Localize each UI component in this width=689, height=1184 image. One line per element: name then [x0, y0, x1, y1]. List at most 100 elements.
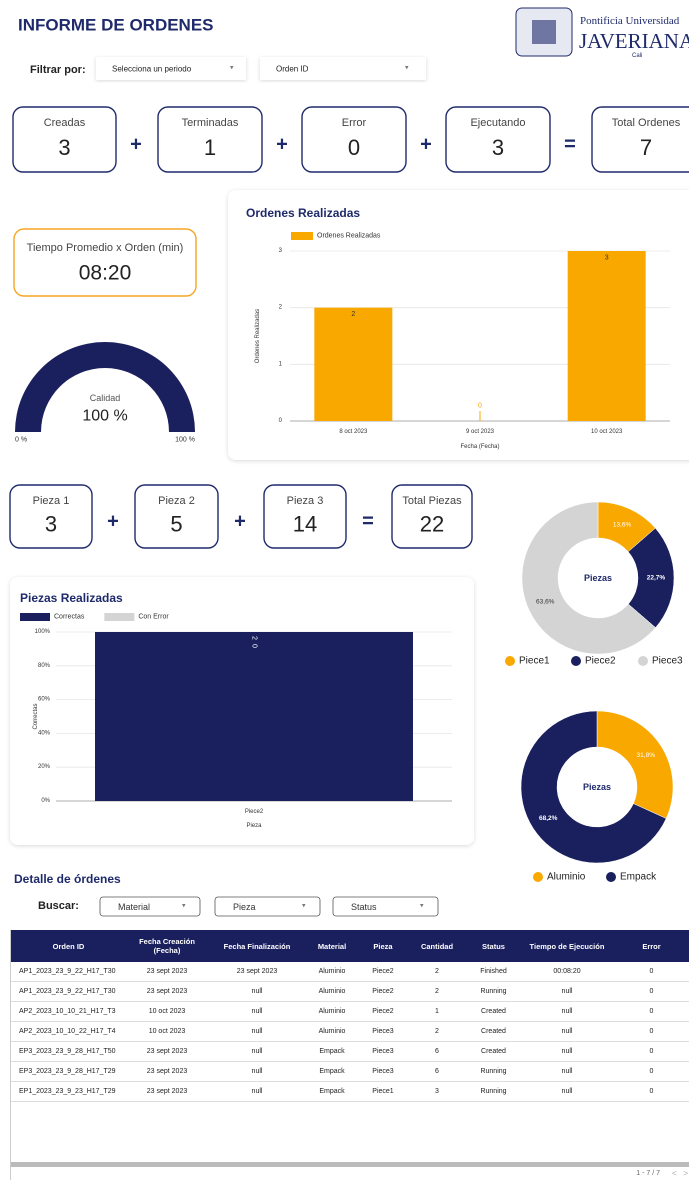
table-row: EP1_2023_23_9_23_H17_T29 23 sept 2023 null… [11, 1081, 689, 1102]
table-cell: 0 [613, 1021, 689, 1042]
chart-title: Ordenes Realizadas [246, 206, 360, 220]
kpi-card [9, 484, 93, 549]
filter-dropdown[interactable]: Selecciona un periodo ▾ [96, 57, 246, 80]
orders-table-container: Orden ID Fecha Creación (Fecha) Fecha Fina… [10, 930, 689, 1180]
y-tick-label: 60% [38, 697, 51, 703]
kpi-label: Creadas [44, 117, 86, 129]
kpi-card [391, 484, 473, 549]
kpi-label: Total Piezas [402, 495, 462, 507]
table-cell: 23 sept 2023 [126, 981, 208, 1002]
x-axis-label: Fecha (Fecha) [460, 444, 499, 450]
legend-label: Piece2 [585, 656, 616, 667]
table-row: AP2_2023_10_10_21_H17_T3 10 oct 2023 null A… [11, 1001, 689, 1022]
table-cell: Empack [306, 1061, 358, 1082]
dropdown-box [332, 896, 439, 917]
filter-dropdown[interactable]: Orden ID ▾ [260, 57, 426, 80]
column-header: Tiempo de Ejecución [521, 930, 613, 962]
kpi-label: Error [342, 117, 367, 129]
legend-label: Piece1 [519, 656, 550, 667]
dropdown-box[interactable] [260, 57, 426, 80]
donut-slice [596, 710, 674, 819]
table-cell: null [208, 981, 306, 1002]
bar [95, 632, 413, 801]
table-cell: 2 [408, 1021, 466, 1042]
table-cell: null [521, 1041, 613, 1062]
table-cell: 23 sept 2023 [126, 962, 208, 982]
kpi-label: Pieza 2 [158, 495, 195, 507]
donut-slice [520, 710, 667, 864]
column-header: Fecha Creación (Fecha) [126, 930, 208, 962]
avg-time-value: 08:20 [79, 262, 132, 285]
table-cell: Empack [306, 1041, 358, 1062]
x-tick-label: 9 oct 2023 [466, 429, 495, 435]
table-cell: null [208, 1001, 306, 1022]
search-dropdown[interactable] [214, 896, 321, 917]
filter-label: Filtrar por: [30, 64, 86, 76]
logo-emblem [532, 20, 556, 44]
dropdown-arrow: ▾ [230, 65, 234, 72]
dropdown-text: Material [118, 902, 150, 912]
legend-swatch [533, 872, 543, 882]
column-header: Error [613, 930, 689, 962]
slice-label: 31,8% [637, 752, 656, 759]
search-dropdown[interactable] [332, 896, 439, 917]
search-label: Buscar: [38, 900, 79, 912]
table-cell: Piece3 [358, 1061, 408, 1082]
kpi-card [12, 106, 117, 173]
logo-name: JAVERIANA [579, 29, 689, 53]
table-cell: null [521, 981, 613, 1002]
legend-swatch [606, 872, 616, 882]
kpi-label: Terminadas [182, 117, 239, 129]
scrollbar[interactable] [11, 1162, 689, 1167]
table-cell: 0 [613, 1041, 689, 1062]
table-cell: Created [466, 1001, 521, 1022]
data-label: 3 [605, 255, 609, 262]
table-cell: 10 oct 2023 [126, 1001, 208, 1022]
slice-label: 68,2% [539, 815, 558, 822]
table-cell: 10 oct 2023 [126, 1021, 208, 1042]
column-header: Status [466, 930, 521, 962]
table-cell: EP1_2023_23_9_23_H17_T29 [11, 1081, 126, 1102]
table-row: AP2_2023_10_10_22_H17_T4 10 oct 2023 null A… [11, 1021, 689, 1042]
donut-center-label: Piezas [583, 782, 611, 792]
y-axis-label: Ordenes Realizadas [255, 309, 261, 363]
table-cell: Running [466, 981, 521, 1002]
dropdown-box[interactable] [96, 57, 246, 80]
chart-title: Piezas Realizadas [20, 591, 123, 605]
orders-table: Orden ID Fecha Creación (Fecha) Fecha Fina… [11, 930, 689, 1102]
pagination: 1 - 7 / 7 [636, 1170, 660, 1177]
legend-label: Empack [620, 872, 657, 883]
avg-time-card [13, 228, 197, 297]
kpi-value: 3 [492, 135, 504, 160]
donut-slice [521, 501, 656, 655]
table-cell: 00:08:20 [521, 962, 613, 982]
kpi-value: 5 [170, 512, 182, 537]
column-header: Material [306, 930, 358, 962]
dropdown-text: Status [351, 902, 377, 912]
pagination-arrows[interactable]: < > [671, 1169, 688, 1178]
table-cell: Piece3 [358, 1021, 408, 1042]
table-cell: 23 sept 2023 [126, 1061, 208, 1082]
table-cell: Piece1 [358, 1081, 408, 1102]
legend-label: Correctas [54, 614, 85, 621]
kpi-operator: + [130, 134, 142, 156]
y-tick-label: 3 [279, 248, 283, 254]
logo-line: Pontificia Universidad [580, 15, 680, 27]
table-cell: Created [466, 1041, 521, 1062]
x-tick-label: 10 oct 2023 [591, 429, 623, 435]
logo: Pontificia Universidad JAVERIANA Cali [515, 7, 689, 59]
table-cell: 6 [408, 1041, 466, 1062]
table-cell: 2 [408, 981, 466, 1002]
table-cell: AP1_2023_23_9_22_H17_T30 [11, 962, 126, 982]
search-dropdown[interactable] [99, 896, 201, 917]
dropdown-text: Selecciona un periodo [112, 65, 192, 74]
kpi-value: 3 [45, 512, 57, 537]
dropdown-text: Orden ID [276, 65, 309, 74]
column-header: Cantidad [408, 930, 466, 962]
kpi-operator: + [420, 134, 432, 156]
slice-label: 63,6% [536, 599, 555, 606]
legend-swatch [291, 232, 313, 240]
y-tick-label: 1 [279, 361, 283, 367]
dropdown-arrow: ▾ [405, 65, 409, 72]
